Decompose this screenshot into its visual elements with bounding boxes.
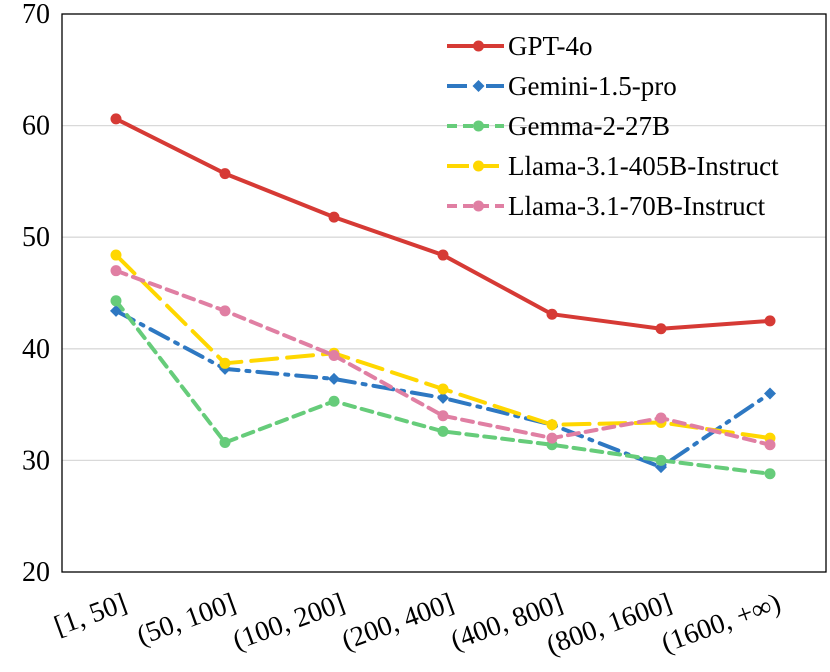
x-axis-ticks: [1, 50] (50, 100](100, 200](200, 400](400…: [50, 587, 785, 661]
plot-frame: [61, 13, 827, 573]
legend-entry: GPT-4o: [447, 31, 593, 61]
data-point: [328, 211, 340, 223]
data-point: [764, 315, 776, 327]
legend-label: Gemma-2-27B: [508, 111, 670, 141]
legend: GPT-4o Gemini-1.5-pro Gemma-2-27B Llama-3.1…: [447, 31, 779, 221]
data-point: [219, 168, 231, 180]
data-point: [437, 410, 449, 422]
series-group: [110, 113, 776, 480]
legend-label: Llama-3.1-70B-Instruct: [508, 191, 766, 221]
data-point: [546, 432, 558, 444]
data-point: [437, 391, 449, 404]
legend-label: Llama-3.1-405B-Instruct: [508, 151, 779, 181]
y-tick-label: 60: [22, 111, 50, 142]
x-tick-label: [1, 50]: [50, 587, 131, 642]
x-tick-label: (50, 100]: [133, 587, 240, 651]
data-point: [110, 249, 122, 261]
legend-marker: [473, 40, 484, 52]
legend-marker: [473, 200, 484, 212]
legend-marker: [472, 80, 485, 92]
series-llama-3-1-70b-instruct: [110, 265, 776, 451]
legend-entry: Gemini-1.5-pro: [447, 71, 677, 101]
y-axis-ticks: 20 30 40 50 60 70: [22, 0, 50, 588]
data-point: [110, 113, 122, 125]
legend-label: GPT-4o: [508, 31, 593, 61]
data-point: [437, 383, 449, 395]
data-point: [110, 295, 122, 307]
data-point: [546, 308, 558, 320]
x-tick-label: (100, 200]: [229, 587, 349, 656]
data-point: [437, 425, 449, 437]
data-point: [655, 323, 667, 335]
data-point: [764, 387, 776, 400]
x-tick-label: (1600, +∞): [657, 587, 785, 659]
y-tick-label: 40: [22, 334, 50, 365]
x-tick-label: (800, 1600]: [543, 587, 676, 661]
data-point: [437, 249, 449, 261]
data-point: [546, 419, 558, 431]
legend-marker: [473, 160, 484, 172]
y-tick-label: 30: [22, 445, 50, 476]
y-tick-label: 70: [22, 0, 50, 30]
y-tick-label: 20: [22, 557, 50, 588]
data-point: [764, 439, 776, 451]
legend-entry: Llama-3.1-405B-Instruct: [447, 151, 779, 181]
data-point: [110, 265, 122, 277]
data-point: [219, 437, 231, 449]
legend-entry: Llama-3.1-70B-Instruct: [447, 191, 766, 221]
data-point: [655, 412, 667, 424]
series-gemma-2-27b: [110, 295, 776, 480]
x-tick-label: (200, 400]: [338, 587, 458, 656]
data-point: [655, 454, 667, 466]
data-point: [328, 372, 340, 385]
legend-marker: [473, 120, 484, 132]
data-point: [328, 349, 340, 361]
data-point: [328, 395, 340, 407]
data-point: [219, 305, 231, 317]
data-point: [219, 357, 231, 369]
series-gpt-4o: [110, 113, 776, 335]
y-tick-label: 50: [22, 222, 50, 253]
legend-entry: Gemma-2-27B: [447, 111, 670, 141]
data-point: [764, 468, 776, 480]
legend-label: Gemini-1.5-pro: [508, 71, 677, 101]
